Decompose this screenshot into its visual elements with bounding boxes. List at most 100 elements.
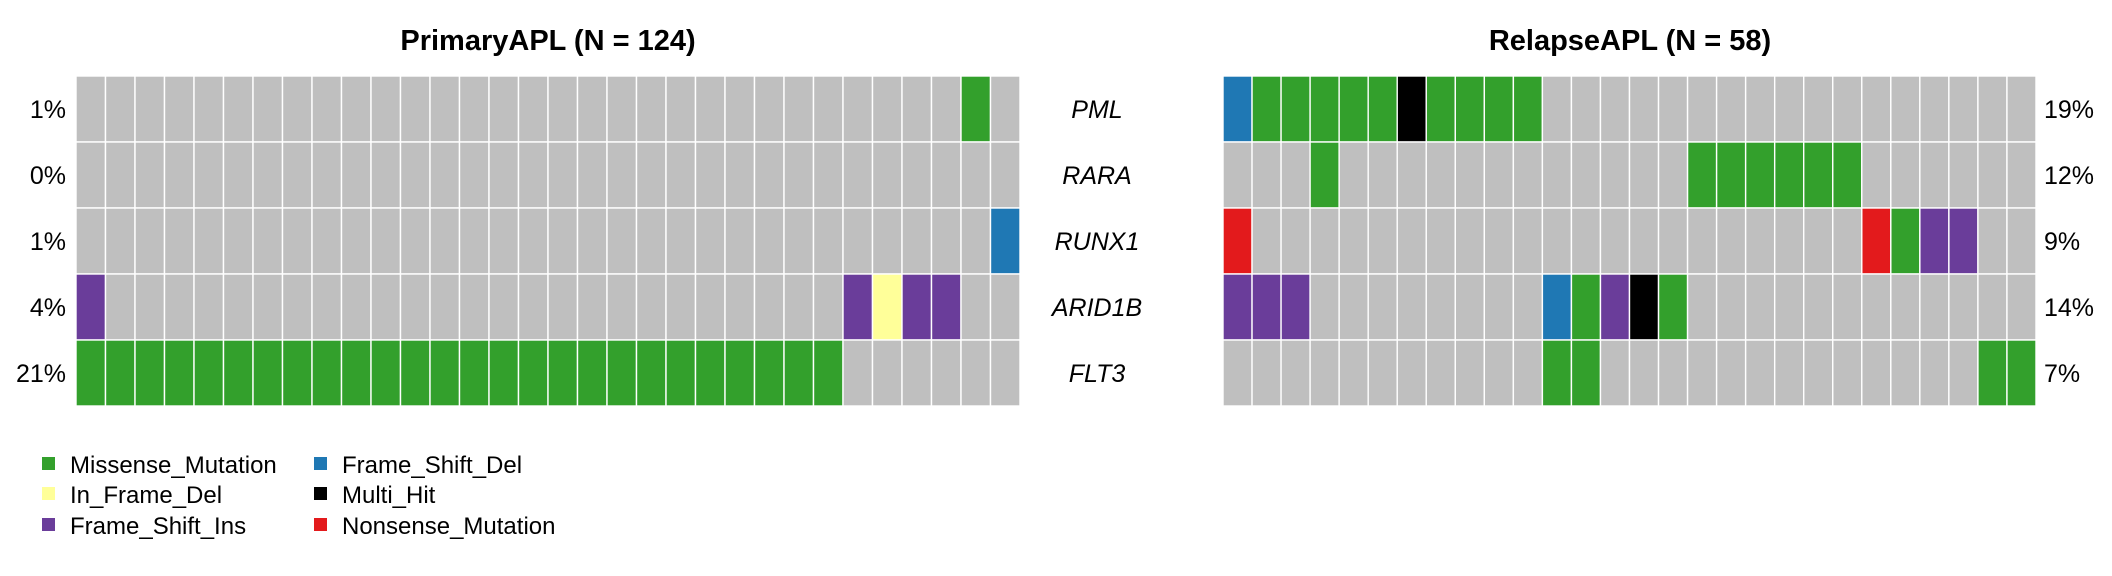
row-percent: 9%	[2044, 228, 2080, 256]
cell-empty	[1309, 273, 1340, 341]
cell-empty	[340, 273, 372, 341]
cell-empty	[1948, 339, 1979, 407]
cell-empty	[1338, 141, 1369, 209]
cell-missense-mutation	[576, 339, 608, 407]
cell-missense-mutation	[960, 75, 992, 143]
cell-empty	[370, 75, 402, 143]
cell-empty	[960, 141, 992, 209]
cell-empty	[1890, 339, 1921, 407]
cell-empty	[783, 273, 815, 341]
cell-empty	[576, 207, 608, 275]
cell-missense-mutation	[75, 339, 107, 407]
cell-empty	[1570, 207, 1602, 275]
cell-empty	[812, 141, 844, 209]
cell-missense-mutation	[104, 339, 136, 407]
legend-item-missense-mutation: Missense_Mutation	[42, 452, 277, 479]
cell-empty	[576, 141, 608, 209]
cell-frame-shift-ins	[1919, 207, 1950, 275]
cell-empty	[1512, 273, 1544, 341]
cell-empty	[1715, 339, 1747, 407]
panel-primaryapl: PrimaryAPL (N = 124) 1% 0% 1% 4% 21%	[16, 25, 1021, 407]
cell-empty	[1628, 207, 1660, 275]
cell-empty	[75, 141, 107, 209]
cell-empty	[1280, 141, 1311, 209]
legend-label: Nonsense_Mutation	[342, 513, 555, 540]
cell-empty	[488, 207, 520, 275]
cell-empty	[635, 141, 667, 209]
cell-missense-mutation	[1890, 207, 1921, 275]
cell-missense-mutation	[252, 339, 284, 407]
cell-empty	[635, 207, 667, 275]
cell-empty	[1541, 141, 1573, 209]
cell-empty	[1744, 273, 1776, 341]
cell-missense-mutation	[812, 339, 844, 407]
cell-empty	[1251, 207, 1282, 275]
cell-empty	[989, 75, 1021, 143]
cell-empty	[193, 207, 225, 275]
cell-empty	[2006, 75, 2037, 143]
cell-empty	[665, 75, 697, 143]
row-percent: 4%	[30, 294, 66, 322]
cell-empty	[1454, 273, 1486, 341]
cell-empty	[547, 273, 579, 341]
cell-empty	[1715, 75, 1747, 143]
cell-empty	[1686, 339, 1718, 407]
cell-empty	[635, 75, 667, 143]
cell-empty	[1861, 273, 1892, 341]
cell-empty	[694, 273, 726, 341]
cell-empty	[1280, 207, 1311, 275]
cell-empty	[429, 207, 461, 275]
cell-empty	[1803, 207, 1834, 275]
cell-missense-mutation	[1338, 75, 1369, 143]
cell-missense-mutation	[665, 339, 697, 407]
cell-empty	[665, 273, 697, 341]
cell-frame-shift-del	[1541, 273, 1573, 341]
cell-empty	[1570, 75, 1602, 143]
cell-frame-shift-ins	[1222, 273, 1253, 341]
cell-empty	[606, 207, 638, 275]
row-percent: 21%	[16, 360, 66, 388]
gene-label-pml: PML	[1071, 96, 1122, 124]
cell-empty	[871, 141, 903, 209]
cell-empty	[1832, 339, 1863, 407]
cell-empty	[1657, 339, 1689, 407]
cell-empty	[606, 141, 638, 209]
cell-missense-mutation	[340, 339, 372, 407]
legend-item-multi-hit: Multi_Hit	[314, 482, 436, 509]
cell-missense-mutation	[1454, 75, 1486, 143]
cell-empty	[1832, 273, 1863, 341]
cell-empty	[1890, 273, 1921, 341]
cell-empty	[1396, 273, 1427, 341]
cell-empty	[1425, 273, 1456, 341]
cell-empty	[1919, 273, 1950, 341]
cell-empty	[517, 273, 549, 341]
cell-empty	[1512, 141, 1544, 209]
cell-empty	[1222, 339, 1253, 407]
legend-item-in-frame-del: In_Frame_Del	[42, 482, 222, 509]
cell-multi-hit	[1396, 75, 1427, 143]
cell-nonsense-mutation	[1861, 207, 1892, 275]
cell-empty	[1309, 207, 1340, 275]
cell-empty	[724, 75, 756, 143]
row-percent: 7%	[2044, 360, 2080, 388]
cell-empty	[311, 207, 343, 275]
cell-empty	[1338, 273, 1369, 341]
cell-empty	[1919, 141, 1950, 209]
cell-empty	[1367, 207, 1398, 275]
cell-empty	[340, 207, 372, 275]
cell-empty	[1367, 273, 1398, 341]
cell-empty	[429, 75, 461, 143]
cell-empty	[2006, 207, 2037, 275]
cell-missense-mutation	[1541, 339, 1573, 407]
row-percent: 14%	[2044, 294, 2094, 322]
cell-empty	[1744, 75, 1776, 143]
cell-empty	[370, 273, 402, 341]
cell-empty	[1425, 339, 1456, 407]
cell-missense-mutation	[1977, 339, 2008, 407]
cell-empty	[871, 339, 903, 407]
row-percent: 12%	[2044, 162, 2094, 190]
cell-empty	[1977, 273, 2008, 341]
cell-empty	[1744, 339, 1776, 407]
cell-missense-mutation	[1715, 141, 1747, 209]
cell-empty	[1861, 339, 1892, 407]
